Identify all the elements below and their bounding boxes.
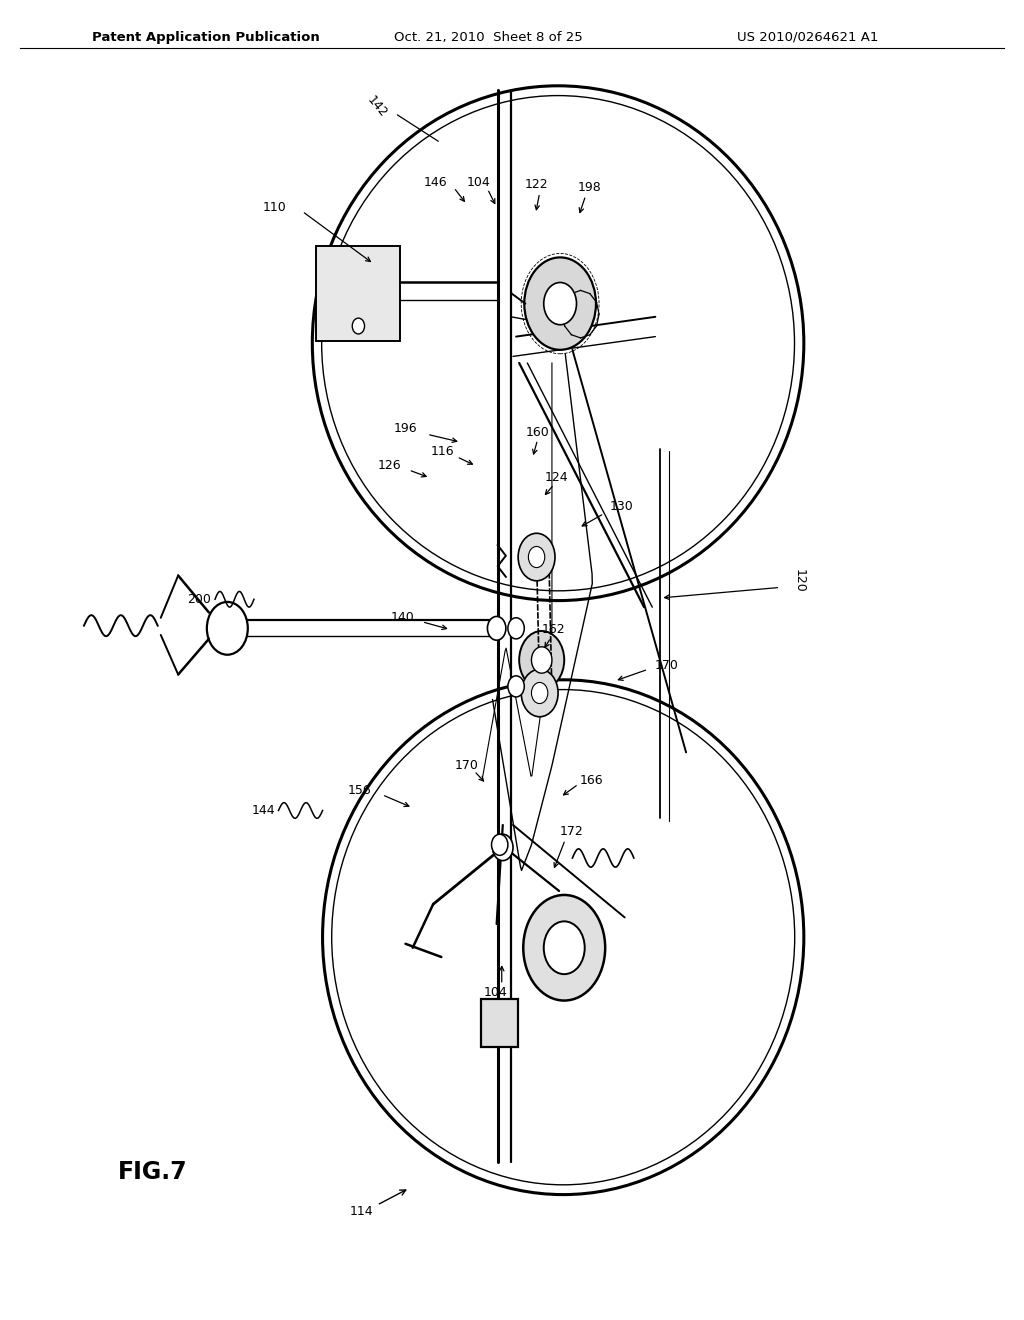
Text: 162: 162 xyxy=(542,623,566,636)
Text: 120: 120 xyxy=(793,569,805,593)
Bar xyxy=(481,999,518,1047)
Text: 146: 146 xyxy=(423,176,447,189)
Text: US 2010/0264621 A1: US 2010/0264621 A1 xyxy=(737,30,879,44)
Text: 172: 172 xyxy=(559,825,584,838)
Circle shape xyxy=(493,834,513,861)
Circle shape xyxy=(352,318,365,334)
Circle shape xyxy=(519,631,564,689)
Text: 114: 114 xyxy=(349,1205,374,1218)
Text: 200: 200 xyxy=(186,593,211,606)
Text: 160: 160 xyxy=(525,426,550,440)
Circle shape xyxy=(508,676,524,697)
Text: 142: 142 xyxy=(365,94,389,120)
Ellipse shape xyxy=(312,86,804,601)
Circle shape xyxy=(531,682,548,704)
Text: Patent Application Publication: Patent Application Publication xyxy=(92,30,319,44)
Text: Oct. 21, 2010  Sheet 8 of 25: Oct. 21, 2010 Sheet 8 of 25 xyxy=(394,30,583,44)
FancyBboxPatch shape xyxy=(316,246,400,341)
Circle shape xyxy=(492,834,508,855)
Text: 170: 170 xyxy=(455,759,479,772)
Circle shape xyxy=(487,616,506,640)
Text: 124: 124 xyxy=(544,471,568,484)
Circle shape xyxy=(531,647,552,673)
Ellipse shape xyxy=(323,680,804,1195)
Text: 170: 170 xyxy=(654,659,679,672)
Text: 130: 130 xyxy=(609,500,634,513)
Circle shape xyxy=(524,257,596,350)
Text: 126: 126 xyxy=(377,459,401,473)
Circle shape xyxy=(544,921,585,974)
Text: 196: 196 xyxy=(393,422,418,436)
Circle shape xyxy=(523,895,605,1001)
Text: 166: 166 xyxy=(580,774,604,787)
Circle shape xyxy=(508,618,524,639)
Circle shape xyxy=(207,602,248,655)
Text: 104: 104 xyxy=(483,986,508,999)
Text: 110: 110 xyxy=(262,201,287,214)
Circle shape xyxy=(528,546,545,568)
Text: 140: 140 xyxy=(390,611,415,624)
Text: 104: 104 xyxy=(466,176,490,189)
Text: 144: 144 xyxy=(251,804,275,817)
Circle shape xyxy=(544,282,577,325)
Text: 122: 122 xyxy=(524,178,549,191)
Circle shape xyxy=(521,669,558,717)
Text: 198: 198 xyxy=(578,181,602,194)
Circle shape xyxy=(518,533,555,581)
Text: 116: 116 xyxy=(430,445,455,458)
Text: 156: 156 xyxy=(347,784,372,797)
Text: FIG.7: FIG.7 xyxy=(118,1160,187,1184)
